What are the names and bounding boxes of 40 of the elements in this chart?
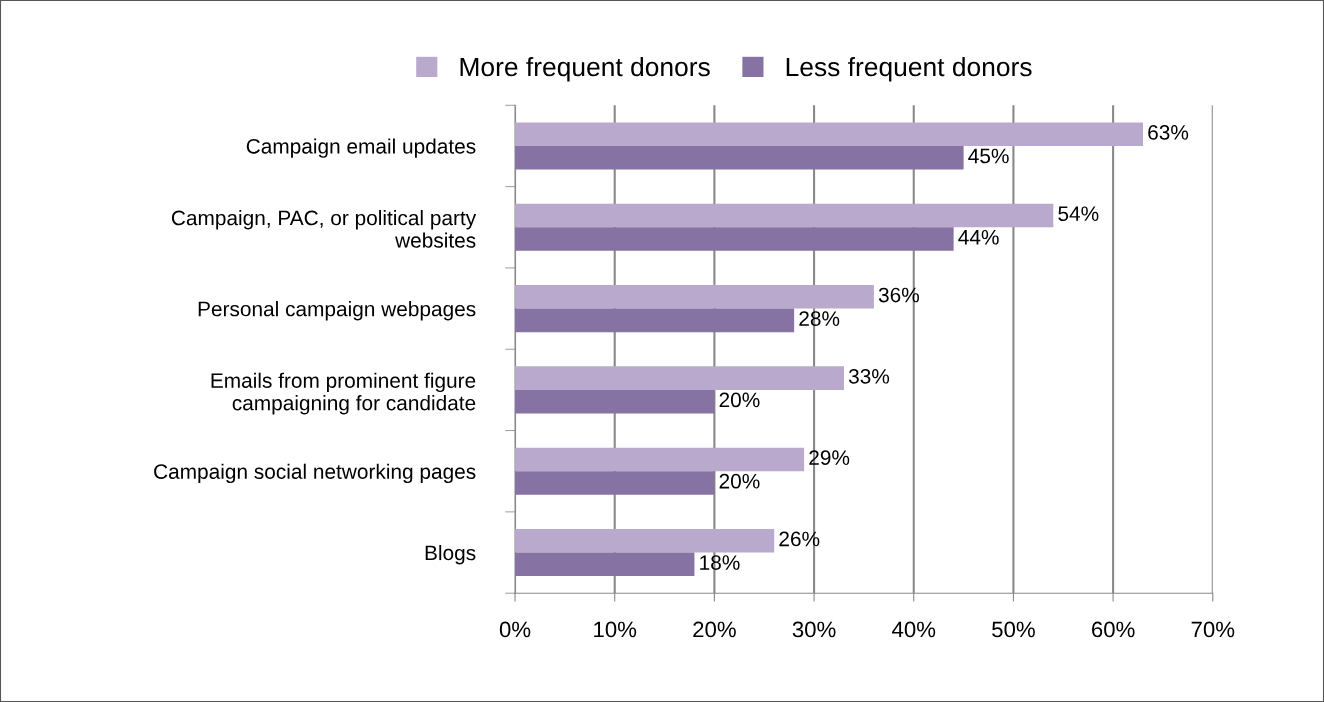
data-label: 20% bbox=[719, 392, 760, 408]
y-tick-label: Campaign social networking pages bbox=[154, 463, 476, 484]
bar bbox=[515, 285, 874, 309]
bar bbox=[515, 308, 795, 333]
bar bbox=[515, 227, 954, 251]
y-tick-label: Campaign email updates bbox=[246, 138, 476, 158]
bar bbox=[515, 447, 805, 472]
y-tick-label: Blogs bbox=[425, 544, 476, 565]
legend-label: Less frequent donors bbox=[786, 56, 1032, 82]
data-label: 44% bbox=[958, 229, 999, 245]
data-label: 63% bbox=[1148, 125, 1189, 140]
data-label: 18% bbox=[700, 555, 740, 570]
bar bbox=[515, 122, 1144, 146]
x-tick-label: 20% bbox=[693, 621, 736, 638]
data-label: 28% bbox=[799, 311, 840, 326]
y-tick-label: Personal campaign webpages bbox=[198, 301, 476, 321]
bar bbox=[515, 471, 715, 495]
bar bbox=[515, 203, 1054, 228]
data-label: 26% bbox=[779, 531, 820, 547]
bar bbox=[515, 366, 844, 390]
bar bbox=[515, 528, 775, 553]
x-tick-label: 70% bbox=[1191, 621, 1235, 638]
data-label: 36% bbox=[878, 287, 919, 303]
data-label: 54% bbox=[1058, 206, 1099, 222]
x-tick-label: 50% bbox=[992, 621, 1035, 638]
y-tick-label: Campaign, PAC, or political party websites bbox=[171, 210, 477, 248]
bar bbox=[515, 389, 715, 414]
data-label: 20% bbox=[719, 473, 760, 489]
legend-label: More frequent donors bbox=[460, 56, 710, 82]
data-label: 33% bbox=[848, 368, 890, 384]
x-tick-label: 40% bbox=[892, 621, 936, 638]
bar bbox=[515, 552, 695, 577]
data-label: 29% bbox=[809, 450, 850, 466]
x-tick-label: 60% bbox=[1092, 621, 1135, 638]
bar bbox=[515, 145, 964, 170]
x-tick-label: 0% bbox=[499, 621, 531, 638]
y-tick-label: Emails from prominent figure campaigning for candidate bbox=[211, 372, 476, 415]
x-tick-label: 10% bbox=[594, 621, 637, 638]
data-label: 45% bbox=[968, 148, 1009, 164]
x-tick-label: 30% bbox=[792, 621, 836, 638]
